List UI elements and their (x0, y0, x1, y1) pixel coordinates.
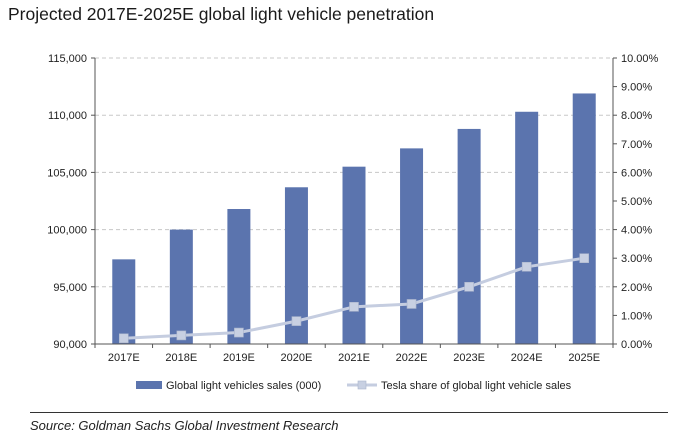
y2-tick-label: 6.00% (621, 167, 652, 179)
bar (400, 148, 424, 344)
line-point (118, 333, 129, 344)
x-tick-label: 2022E (396, 352, 428, 364)
legend-marker-line (357, 380, 367, 390)
y2-tick-label: 4.00% (621, 225, 652, 237)
bar (284, 187, 308, 344)
line-point (349, 302, 359, 312)
legend: Global light vehicles sales (000) Tesla s… (136, 380, 572, 392)
line-point (234, 327, 244, 338)
bar (169, 229, 193, 344)
line-point (521, 261, 532, 272)
y2-tick-label: 3.00% (621, 253, 652, 265)
x-tick-label: 2025E (568, 352, 600, 364)
axes: 90,000 95,000 100,000 105,000 110,000 115,000… (47, 53, 658, 364)
bar (572, 93, 596, 345)
legend-label-line: Tesla share of global light vehicle sale… (381, 380, 572, 392)
y2-tick-label: 0.00% (621, 339, 652, 351)
y2-tick-label: 7.00% (621, 139, 652, 151)
y2-tick-label: 2.00% (621, 282, 652, 294)
bar (515, 111, 539, 344)
bar (342, 166, 366, 344)
line-point (291, 316, 302, 326)
y2-tick-label: 8.00% (621, 110, 652, 122)
y-tick-label: 95,000 (53, 282, 87, 294)
bar (457, 128, 481, 344)
bar (112, 259, 136, 344)
bar (227, 209, 251, 344)
x-tick-label: 2020E (281, 352, 313, 364)
legend-swatch-bars (136, 381, 162, 389)
line-series (118, 253, 590, 344)
y-tick-label: 90,000 (53, 339, 87, 351)
bar-series (112, 93, 596, 345)
x-tick-label: 2017E (108, 352, 140, 364)
x-tick-label: 2021E (338, 352, 370, 364)
y2-tick-label: 5.00% (621, 196, 652, 208)
y2-tick-label: 9.00% (621, 82, 652, 94)
y2-tick-label: 10.00% (621, 53, 659, 65)
source-note: Source: Goldman Sachs Global Investment … (30, 418, 339, 433)
y2-tick-label: 1.00% (621, 310, 652, 322)
line-point (406, 299, 417, 309)
x-tick-label: 2019E (223, 352, 255, 364)
source-divider (30, 412, 668, 413)
x-tick-label: 2023E (453, 352, 485, 364)
y-tick-label: 115,000 (48, 53, 87, 65)
y-tick-label: 110,000 (48, 110, 87, 122)
line-point (579, 253, 590, 263)
chart-title: Projected 2017E-2025E global light vehic… (8, 4, 435, 24)
legend-label-bars: Global light vehicles sales (000) (166, 380, 321, 392)
x-tick-label: 2024E (511, 352, 543, 364)
line-point (464, 281, 474, 292)
line-point (176, 330, 187, 341)
x-tick-label: 2018E (165, 352, 197, 364)
y-tick-label: 100,000 (47, 225, 87, 237)
y-tick-label: 105,000 (47, 167, 87, 179)
